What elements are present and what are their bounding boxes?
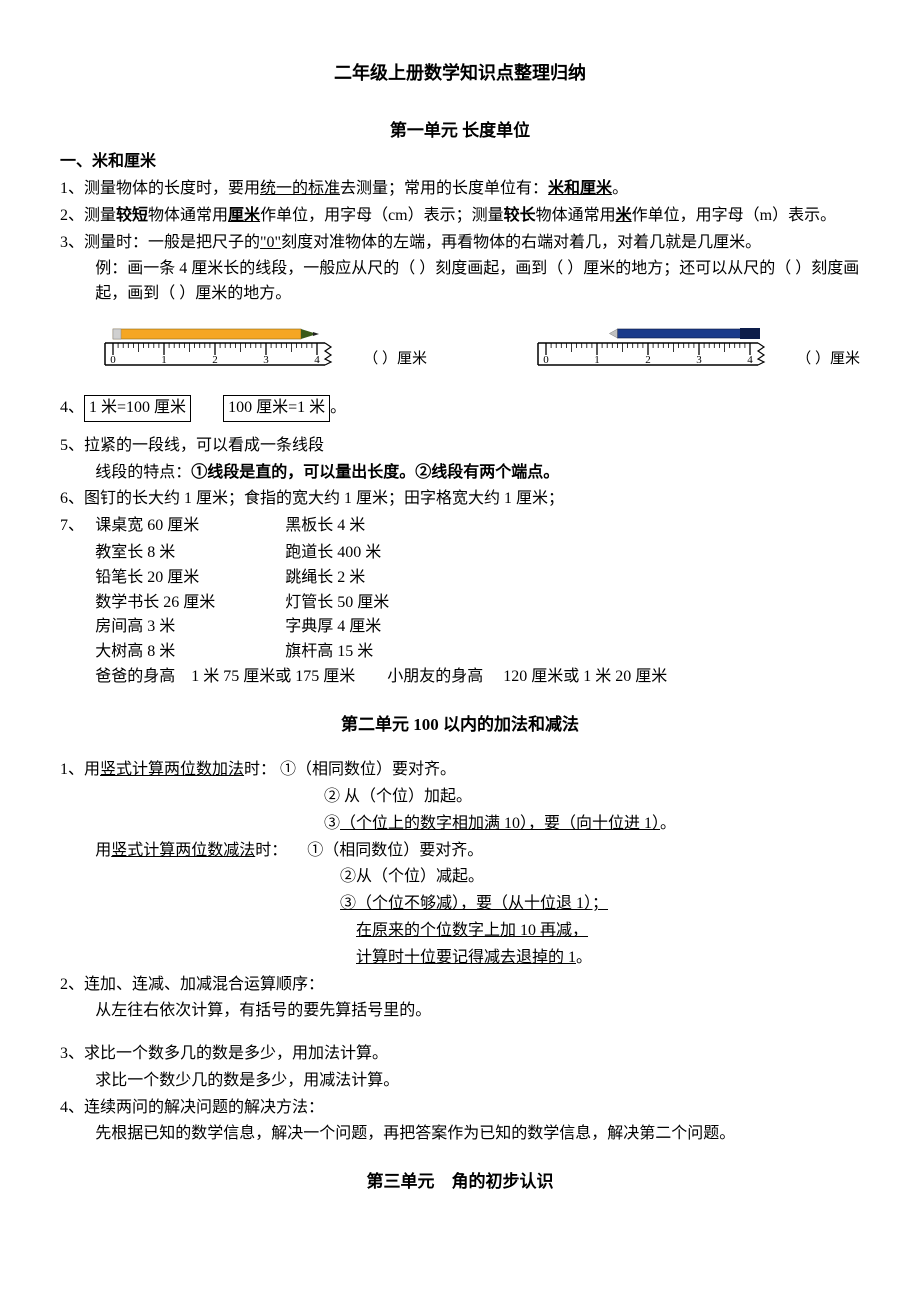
svg-text:2: 2: [212, 354, 218, 366]
u1-p1-pre: 1、测量物体的长度时，要用: [60, 180, 260, 197]
u2-p1-line3-u: （个位上的数字相加满 10），要（向十位进 1）: [340, 815, 660, 832]
svg-text:4: 4: [747, 354, 753, 366]
u2-p1-line3-post: 。: [660, 815, 676, 832]
u1-p2-b2: 较长: [504, 207, 536, 224]
rulers-row: 0 1 2 3 4 （ ）厘米 0 1 2 3 4 （ ）厘米: [60, 315, 860, 377]
u1-p4-box1: 1 米=100 厘米: [84, 395, 191, 422]
u1-p2-mid4: 作单位，用字母（m）表示。: [632, 207, 836, 224]
u2-p4-line2: 先根据已知的数学信息，解决一个问题，再把答案作为已知的数学信息，解决第二个问题。: [60, 1122, 860, 1147]
u1-p7-r1-c1: 教室长 8 米: [95, 541, 285, 566]
u2-p1-line2: ② 从（个位）加起。: [60, 785, 860, 810]
u2-p3-line2: 求比一个数少几的数是多少，用减法计算。: [60, 1069, 860, 1094]
svg-text:2: 2: [645, 354, 651, 366]
u1-p7-r4-c2: 字典厚 4 厘米: [285, 615, 381, 640]
section-a-head: 一、米和厘米: [60, 150, 860, 175]
u2-p1-line1-post: 时： ①（相同数位）要对齐。: [244, 761, 456, 778]
u1-p4-pre: 4、: [60, 399, 84, 416]
u1-p7-r2-c2: 跳绳长 2 米: [285, 566, 365, 591]
u2-p1b-line3: ③（个位不够减），要（从十位退 1）；: [60, 892, 860, 917]
svg-text:4: 4: [314, 354, 320, 366]
svg-text:0: 0: [543, 354, 549, 366]
u2-p1b-line1-pre: 用: [95, 842, 111, 859]
u2-p1b-line5-post: 。: [576, 949, 592, 966]
u1-p5-line2: 线段的特点：①线段是直的，可以量出长度。②线段有两个端点。: [60, 461, 860, 486]
u2-p1-line3-pre: ③: [324, 815, 340, 832]
u1-p2-pre: 2、测量: [60, 207, 116, 224]
u1-p7-r1-c2: 跑道长 400 米: [285, 541, 381, 566]
u2-p1b-line1-u: 竖式计算两位数减法: [111, 842, 255, 859]
u2-p1b-line5-u: 计算时十位要记得减去退掉的 1: [356, 949, 576, 966]
ruler-left-label: （ ）厘米: [363, 348, 427, 377]
u1-p1-u2: 米和厘米: [548, 180, 612, 197]
u1-p2-b1: 较短: [116, 207, 148, 224]
u1-p1-post: 。: [612, 180, 628, 197]
u2-p1b-line5: 计算时十位要记得减去退掉的 1。: [60, 946, 860, 971]
u1-p2-u1: 厘米: [228, 207, 260, 224]
u1-p3: 3、测量时：一般是把尺子的"0"刻度对准物体的左端，再看物体的右端对着几，对着几…: [60, 231, 860, 256]
u1-p3-post: 刻度对准物体的左端，再看物体的右端对着几，对着几就是几厘米。: [281, 234, 761, 251]
u2-p1-line3: ③（个位上的数字相加满 10），要（向十位进 1）。: [60, 812, 860, 837]
u2-p2-line1: 2、连加、连减、加减混合运算顺序：: [60, 973, 860, 998]
u1-p7-r4-c1: 房间高 3 米: [95, 615, 285, 640]
u1-p1-mid: 去测量；常用的长度单位有：: [340, 180, 548, 197]
u1-p3-u1: "0": [260, 234, 281, 251]
u1-p7-lead: 7、: [60, 514, 95, 539]
svg-text:1: 1: [161, 354, 167, 366]
doc-title: 二年级上册数学知识点整理归纳: [60, 60, 860, 88]
u1-p2: 2、测量较短物体通常用厘米作单位，用字母（cm）表示；测量较长物体通常用米作单位…: [60, 204, 860, 229]
u2-p3-line1: 3、求比一个数多几的数是多少，用加法计算。: [60, 1042, 860, 1067]
unit1-heading: 第一单元 长度单位: [60, 118, 860, 144]
u2-p1-line1-u: 竖式计算两位数加法: [100, 761, 244, 778]
ruler-right-label: （ ）厘米: [796, 348, 860, 377]
ruler-pen-figure: 0 1 2 3 4: [528, 315, 788, 377]
u1-p7-r5-c2: 旗杆高 15 米: [285, 640, 373, 665]
u1-p7-r3-c1: 数学书长 26 厘米: [95, 591, 285, 616]
u2-p1b-line1-post: 时： ①（相同数位）要对齐。: [255, 842, 483, 859]
ruler-pencil-figure: 0 1 2 3 4: [95, 315, 355, 377]
u1-p6: 6、图钉的长大约 1 厘米；食指的宽大约 1 厘米；田字格宽大约 1 厘米；: [60, 487, 860, 512]
u1-p7-r0-c2: 黑板长 4 米: [285, 514, 365, 539]
u1-p2-mid2: 作单位，用字母（cm）表示；测量: [260, 207, 504, 224]
u1-p4-post: 。: [330, 399, 346, 416]
u1-p7-r2-c1: 铅笔长 20 厘米: [95, 566, 285, 591]
u1-p5-line1: 5、拉紧的一段线，可以看成一条线段: [60, 434, 860, 459]
u1-p7-last: 爸爸的身高 1 米 75 厘米或 175 厘米 小朋友的身高 120 厘米或 1…: [95, 665, 667, 690]
svg-text:1: 1: [594, 354, 600, 366]
u2-p1-line1: 1、用竖式计算两位数加法时： ①（相同数位）要对齐。: [60, 758, 860, 783]
u2-p2-line2: 从左往右依次计算，有括号的要先算括号里的。: [60, 999, 860, 1024]
u1-p2-u2: 米: [616, 207, 632, 224]
u1-p2-mid3: 物体通常用: [536, 207, 616, 224]
u1-p3-pre: 3、测量时：一般是把尺子的: [60, 234, 260, 251]
u2-p1b-line3-u: ③（个位不够减），要（从十位退 1）；: [340, 895, 608, 912]
u1-p7-table: 教室长 8 米跑道长 400 米 铅笔长 20 厘米跳绳长 2 米 数学书长 2…: [60, 541, 860, 690]
u1-p7-r5-c1: 大树高 8 米: [95, 640, 285, 665]
u1-p2-mid1: 物体通常用: [148, 207, 228, 224]
unit2-heading: 第二单元 100 以内的加法和减法: [60, 712, 860, 738]
u1-p7-r3-c2: 灯管长 50 厘米: [285, 591, 389, 616]
u2-p1b-line4: 在原来的个位数字上加 10 再减，: [60, 919, 860, 944]
u2-p1b-line1: 用竖式计算两位数减法时： ①（相同数位）要对齐。: [60, 839, 860, 864]
svg-text:3: 3: [696, 354, 702, 366]
svg-text:0: 0: [110, 354, 116, 366]
ruler-left-wrap: 0 1 2 3 4 （ ）厘米: [95, 315, 427, 377]
u1-p7-r0-c1: 课桌宽 60 厘米: [95, 514, 285, 539]
u1-p4-box2: 100 厘米=1 米: [223, 395, 330, 422]
u1-p5-line2-bold: ①线段是直的，可以量出长度。②线段有两个端点。: [191, 464, 559, 481]
ruler-right-wrap: 0 1 2 3 4 （ ）厘米: [528, 315, 860, 377]
svg-text:3: 3: [263, 354, 269, 366]
u1-p7: 7、 课桌宽 60 厘米 黑板长 4 米: [60, 514, 860, 539]
u2-p4-line1: 4、连续两问的解决问题的解决方法：: [60, 1096, 860, 1121]
u1-p1: 1、测量物体的长度时，要用统一的标准去测量；常用的长度单位有：米和厘米。: [60, 177, 860, 202]
u1-p4-gap: [191, 399, 223, 416]
u1-p1-u1: 统一的标准: [260, 180, 340, 197]
u2-p1-line1-pre: 1、用: [60, 761, 100, 778]
u1-p4: 4、1 米=100 厘米 100 厘米=1 米。: [60, 395, 860, 422]
u2-p1b-line2: ②从（个位）减起。: [60, 865, 860, 890]
unit3-heading: 第三单元 角的初步认识: [60, 1169, 860, 1195]
u1-p5-line2-pre: 线段的特点：: [95, 464, 191, 481]
u2-p1b-line4-u: 在原来的个位数字上加 10 再减，: [356, 922, 588, 939]
u1-p3-example: 例：画一条 4 厘米长的线段，一般应从尺的（ ）刻度画起，画到（ ）厘米的地方；…: [60, 257, 860, 307]
